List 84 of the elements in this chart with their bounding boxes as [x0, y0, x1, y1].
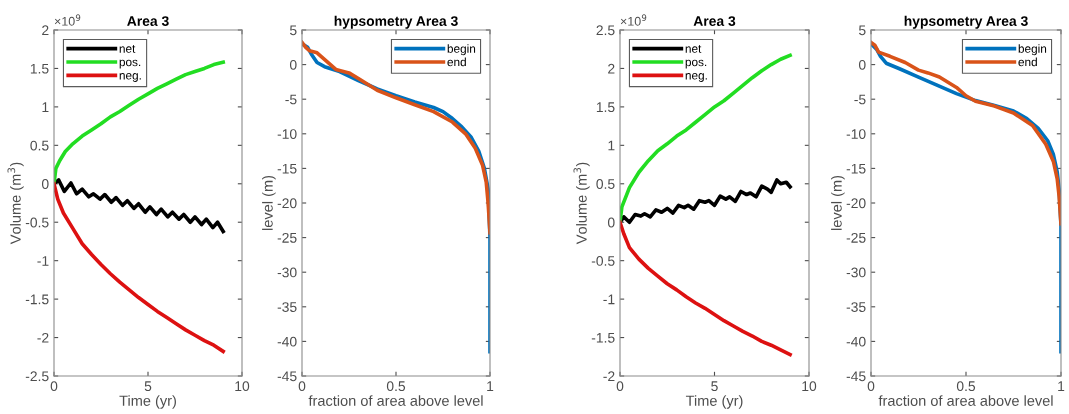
- x-tick-label: 0: [298, 381, 306, 392]
- y-axis-title: Volume (m$^{3}$): [7, 162, 24, 245]
- y-axis-title: level (m): [831, 175, 845, 230]
- text: ×10$^{9}$: [54, 14, 81, 26]
- y-tick-label: 0.5: [30, 140, 49, 151]
- y-tick-label: -40: [277, 336, 297, 347]
- line-series: [54, 181, 226, 354]
- legend-label: neg.: [685, 73, 707, 82]
- y-tick-label: 1.5: [30, 63, 49, 74]
- y-tick-label: -30: [846, 267, 866, 278]
- x-tick-label: 0.5: [956, 381, 976, 392]
- x-axis-title: fraction of area above level: [878, 395, 1053, 406]
- y-tick-label: 0: [858, 59, 866, 70]
- x-axis-title: Time (yr): [685, 395, 743, 409]
- chart-title: Area 3: [127, 16, 169, 26]
- x-tick-label: 0.5: [386, 381, 406, 392]
- y-tick-label: -40: [846, 336, 866, 347]
- line-series: [871, 40, 1061, 226]
- y-axis-title: level (m): [262, 175, 276, 230]
- chart-title: hypsometry Area 3: [334, 15, 458, 29]
- y-tick-label: -20: [846, 198, 866, 209]
- text: ×10$^{9}$: [620, 14, 647, 26]
- y-tick-label: 2: [608, 63, 615, 74]
- legend-label: neg.: [119, 73, 141, 82]
- y-tick-label: -10: [277, 129, 297, 139]
- y-tick-label: -15: [846, 163, 866, 174]
- y-tick-label: -1: [37, 256, 49, 266]
- y-tick-label: -5: [285, 94, 297, 105]
- y-tick-label: 0: [41, 179, 49, 189]
- y-tick-label: -45: [846, 371, 866, 382]
- x-tick-label: 1: [1058, 381, 1065, 391]
- x-tick-label: 10: [235, 381, 250, 392]
- y-tick-label: -1: [603, 294, 615, 305]
- y-tick-label: 5: [289, 25, 297, 36]
- y-tick-label: 0: [289, 59, 297, 70]
- y-tick-label: -35: [846, 302, 866, 312]
- y-tick-label: -5: [854, 94, 866, 105]
- y-tick-label: -1.5: [591, 333, 615, 343]
- y-tick-label: -2: [37, 332, 49, 343]
- x-tick-label: 0: [50, 381, 58, 392]
- line-series: [302, 40, 490, 235]
- y-tick-label: -2: [603, 371, 615, 382]
- y-axis-title: Volume (m$^{3}$): [573, 162, 590, 245]
- y-tick-label: -1.5: [25, 294, 49, 305]
- legend-label: end: [447, 57, 466, 67]
- x-tick-label: 1: [487, 381, 494, 391]
- line-series: [54, 178, 226, 234]
- y-tick-label: -25: [277, 232, 297, 243]
- y-tick-label: -45: [277, 371, 297, 382]
- x-axis-title: fraction of area above level: [308, 395, 483, 406]
- line-series: [620, 178, 792, 225]
- y-tick-label: -10: [846, 129, 866, 139]
- y-tick-label: -30: [277, 267, 297, 278]
- y-tick-label: 2: [42, 25, 49, 36]
- y-tick-label: -15: [277, 163, 297, 174]
- y-tick-label: 5: [858, 25, 866, 36]
- y-tick-label: 0.5: [596, 179, 615, 189]
- legend-label: begin: [447, 44, 476, 56]
- y-tick-label: -35: [277, 302, 297, 312]
- y-tick-label: 1.5: [596, 102, 615, 113]
- legend-label: end: [1018, 57, 1037, 67]
- y-tick-label: 2.5: [596, 25, 615, 36]
- y-tick-label: 0: [607, 217, 615, 228]
- x-tick-label: 0: [616, 381, 624, 392]
- chart-title: Area 3: [693, 16, 736, 26]
- legend-label: pos.: [685, 59, 707, 69]
- chart-title: hypsometry Area 3: [904, 15, 1028, 29]
- y-tick-label: -20: [277, 198, 297, 209]
- legend-label: net: [685, 45, 702, 53]
- x-tick-label: 10: [802, 381, 817, 392]
- y-tick-label: -0.5: [591, 256, 615, 266]
- x-tick-label: 0: [867, 381, 875, 392]
- legend-label: pos.: [119, 59, 141, 69]
- y-tick-label: 1: [42, 102, 49, 112]
- y-tick-label: -25: [846, 232, 866, 243]
- y-tick-label: 1: [608, 140, 615, 151]
- y-tick-label: -2.5: [25, 371, 49, 382]
- x-tick-label: 5: [711, 381, 718, 392]
- legend-label: net: [119, 45, 136, 53]
- legend-label: begin: [1018, 44, 1047, 56]
- x-axis-title: Time (yr): [119, 395, 176, 409]
- x-tick-label: 5: [144, 381, 152, 392]
- line-series: [620, 220, 792, 357]
- y-tick-label: -0.5: [25, 217, 49, 228]
